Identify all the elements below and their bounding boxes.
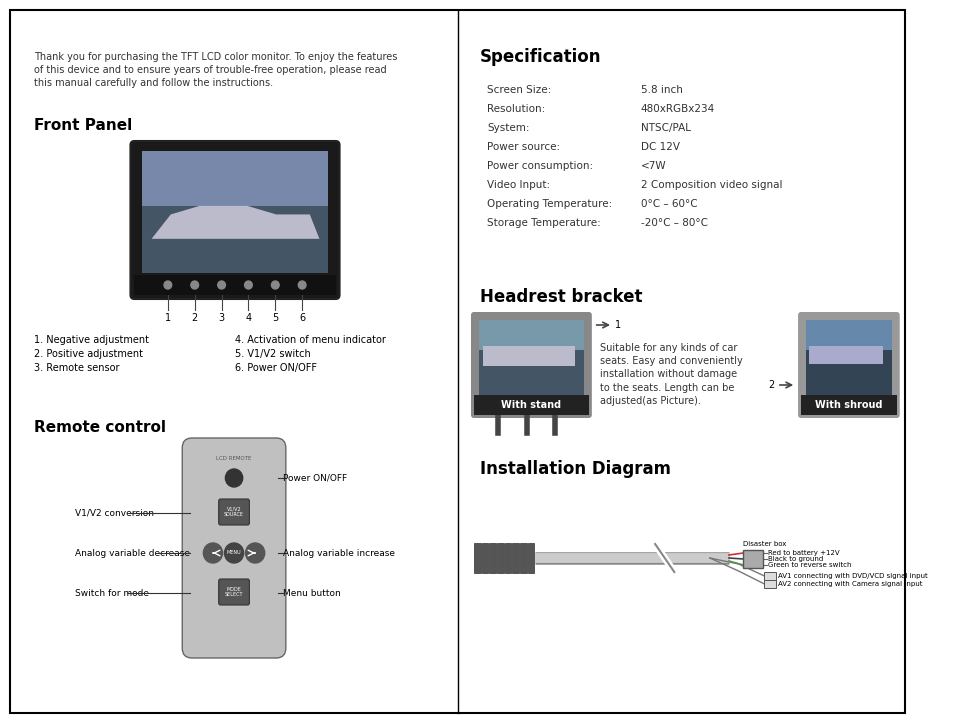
Text: Operating Temperature:: Operating Temperature:: [487, 199, 612, 209]
Text: 1: 1: [165, 313, 171, 323]
Text: Black to ground: Black to ground: [767, 556, 822, 562]
Text: 1. Negative adjustment: 1. Negative adjustment: [33, 335, 149, 345]
Text: LCD REMOTE: LCD REMOTE: [216, 456, 252, 461]
Text: 3: 3: [218, 313, 224, 323]
Text: 6: 6: [299, 313, 305, 323]
Bar: [142, 151, 328, 273]
Bar: [474, 395, 588, 415]
Text: Remote control: Remote control: [33, 420, 166, 435]
Text: 2: 2: [767, 380, 773, 390]
Text: 6. Power ON/OFF: 6. Power ON/OFF: [234, 363, 316, 373]
Bar: [801, 395, 896, 415]
FancyBboxPatch shape: [798, 312, 899, 418]
Text: Resolution:: Resolution:: [487, 104, 545, 114]
Bar: [478, 320, 583, 395]
Text: MENU: MENU: [227, 550, 241, 555]
Text: V1/V2
SOURCE: V1/V2 SOURCE: [224, 507, 244, 518]
Circle shape: [272, 281, 279, 289]
FancyBboxPatch shape: [182, 438, 286, 658]
Bar: [483, 346, 574, 367]
FancyBboxPatch shape: [218, 579, 249, 605]
Text: With stand: With stand: [501, 400, 561, 410]
Circle shape: [245, 543, 265, 563]
Text: 2: 2: [192, 313, 197, 323]
Text: Power ON/OFF: Power ON/OFF: [283, 474, 347, 482]
Bar: [142, 151, 328, 206]
Text: Power consumption:: Power consumption:: [487, 161, 593, 171]
Text: With shroud: With shroud: [814, 400, 882, 410]
Text: 4: 4: [245, 313, 252, 323]
Bar: [504, 543, 511, 573]
Text: Green to reverse switch: Green to reverse switch: [767, 562, 851, 568]
Circle shape: [191, 281, 198, 289]
Bar: [478, 320, 583, 350]
Text: 4. Activation of menu indicator: 4. Activation of menu indicator: [234, 335, 385, 345]
Circle shape: [225, 469, 242, 487]
Bar: [519, 543, 526, 573]
Bar: [763, 572, 775, 580]
Text: Power source:: Power source:: [487, 142, 559, 152]
Bar: [481, 543, 488, 573]
Text: Menu button: Menu button: [283, 589, 340, 597]
Text: 5: 5: [272, 313, 278, 323]
Circle shape: [298, 281, 306, 289]
Text: Front Panel: Front Panel: [33, 118, 132, 133]
FancyBboxPatch shape: [218, 499, 249, 525]
Text: 3. Remote sensor: 3. Remote sensor: [33, 363, 119, 373]
Text: Video Input:: Video Input:: [487, 180, 550, 190]
Bar: [134, 275, 335, 295]
Bar: [742, 550, 761, 568]
Text: AV1 connecting with DVD/VCD signal input: AV1 connecting with DVD/VCD signal input: [777, 573, 926, 579]
Text: DC 12V: DC 12V: [640, 142, 679, 152]
Text: Analog variable decrease: Analog variable decrease: [74, 549, 190, 557]
Bar: [142, 206, 328, 273]
Text: Switch for mode: Switch for mode: [74, 589, 149, 597]
Bar: [805, 320, 891, 395]
Text: 2 Composition video signal: 2 Composition video signal: [640, 180, 781, 190]
Text: V1/V2 conversion: V1/V2 conversion: [74, 508, 153, 518]
FancyBboxPatch shape: [471, 312, 591, 418]
Text: Specification: Specification: [479, 48, 600, 66]
Text: System:: System:: [487, 123, 529, 133]
Text: 0°C – 60°C: 0°C – 60°C: [640, 199, 697, 209]
Text: AV2 connecting with Camera signal input: AV2 connecting with Camera signal input: [777, 581, 922, 587]
Text: Storage Temperature:: Storage Temperature:: [487, 218, 600, 228]
Text: Suitable for any kinds of car
seats. Easy and conveniently
installation without : Suitable for any kinds of car seats. Eas…: [599, 343, 742, 406]
Bar: [527, 543, 534, 573]
Bar: [512, 543, 518, 573]
Polygon shape: [152, 206, 319, 239]
Text: Headrest bracket: Headrest bracket: [479, 288, 641, 306]
Text: Disaster box: Disaster box: [742, 541, 786, 547]
Text: Installation Diagram: Installation Diagram: [479, 460, 670, 478]
Bar: [805, 320, 891, 350]
Text: 5. V1/V2 switch: 5. V1/V2 switch: [234, 349, 311, 359]
Text: Screen Size:: Screen Size:: [487, 85, 551, 95]
Text: 5.8 inch: 5.8 inch: [640, 85, 682, 95]
Text: <7W: <7W: [640, 161, 666, 171]
Text: MODE
SELECT: MODE SELECT: [225, 586, 243, 597]
Bar: [489, 543, 496, 573]
Text: 480xRGBx234: 480xRGBx234: [640, 104, 714, 114]
Text: 1: 1: [614, 320, 620, 330]
Text: Thank you for purchasing the TFT LCD color monitor. To enjoy the features
of thi: Thank you for purchasing the TFT LCD col…: [33, 52, 396, 88]
Circle shape: [164, 281, 172, 289]
Circle shape: [224, 543, 243, 563]
Text: Analog variable increase: Analog variable increase: [283, 549, 395, 557]
Text: 2. Positive adjustment: 2. Positive adjustment: [33, 349, 142, 359]
Circle shape: [217, 281, 225, 289]
Bar: [497, 543, 503, 573]
Text: NTSC/PAL: NTSC/PAL: [640, 123, 690, 133]
Text: Red to battery +12V: Red to battery +12V: [767, 550, 839, 556]
Circle shape: [244, 281, 252, 289]
Circle shape: [203, 543, 222, 563]
Bar: [763, 580, 775, 588]
Text: -20°C – 80°C: -20°C – 80°C: [640, 218, 707, 228]
FancyBboxPatch shape: [131, 141, 339, 299]
Bar: [808, 346, 882, 364]
Bar: [474, 543, 480, 573]
